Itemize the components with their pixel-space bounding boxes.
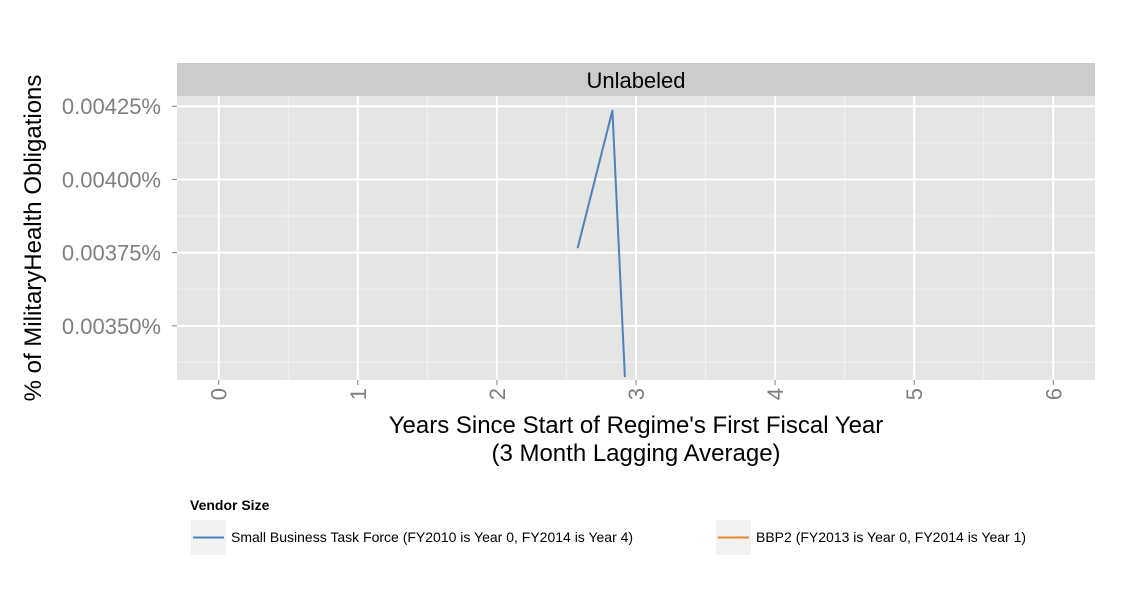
x-tick-label: 4 [763,388,788,400]
series-line-0 [576,109,626,378]
legend: Vendor Size Small Business Task Force (F… [190,497,1026,555]
legend-item-small-business: Small Business Task Force (FY2010 is Yea… [191,520,633,555]
legend-label-small-business: Small Business Task Force (FY2010 is Yea… [231,529,633,545]
y-tick-label: 0.00375% [62,241,161,266]
x-tick-label: 6 [1041,388,1066,400]
legend-item-bbp2: BBP2 (FY2013 is Year 0, FY2014 is Year 1… [716,520,1026,555]
y-axis: 0.00350% 0.00375% 0.00400% 0.00425% [62,94,177,339]
y-axis-title: % of MilitaryHealth Obligations [20,75,47,402]
x-axis-title-line2: (3 Month Lagging Average) [491,440,780,467]
x-axis-title-line1: Years Since Start of Regime's First Fisc… [389,412,884,439]
x-tick-label: 2 [485,388,510,400]
x-tick-label: 1 [346,388,371,400]
major-gridlines [177,96,1095,380]
y-tick-label: 0.00350% [62,314,161,339]
legend-title: Vendor Size [190,497,270,513]
x-axis: 0 1 2 3 4 5 6 [207,380,1066,400]
facet-strip [177,63,1095,96]
legend-label-bbp2: BBP2 (FY2013 is Year 0, FY2014 is Year 1… [756,529,1026,545]
y-tick-label: 0.00425% [62,94,161,119]
y-tick-label: 0.00400% [62,167,161,192]
x-tick-label: 3 [624,388,649,400]
facet-label: Unlabeled [586,68,685,93]
x-tick-label: 5 [902,388,927,400]
series-lines [576,109,626,378]
x-tick-label: 0 [207,388,232,400]
